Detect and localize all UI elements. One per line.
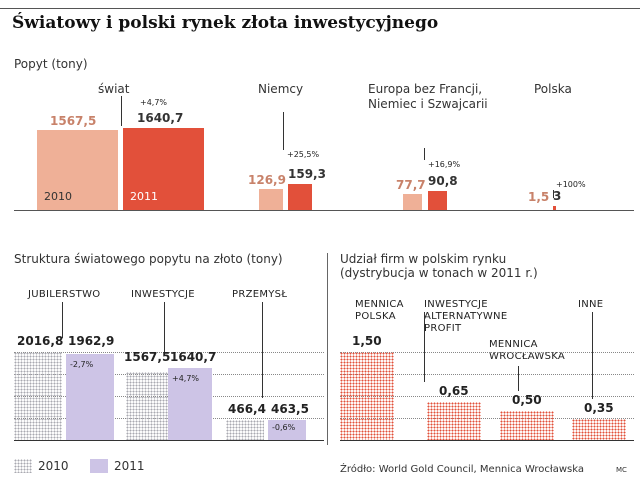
top-group-label-europe: Europa bez Francji, Niemiec i Szwajcarii: [368, 82, 488, 111]
top-value-2010: 126,9: [248, 173, 286, 187]
right-gridline: [340, 396, 634, 397]
top-change: +100%: [556, 180, 586, 189]
right-leader-line: [592, 312, 593, 400]
top-bar-2011: [288, 184, 312, 210]
top-leader-line: [283, 112, 284, 150]
right-bar: [340, 352, 394, 440]
left-cat-jewelry: JUBILERSTWO: [28, 289, 101, 300]
right-value: 1,50: [352, 334, 382, 348]
top-bar-2011: [553, 206, 556, 210]
left-bar-2010: [226, 419, 264, 440]
left-cat-industry: PRZEMYSŁ: [232, 289, 288, 300]
top-change: +16,9%: [428, 160, 461, 169]
top-group-label-poland: Polska: [534, 82, 572, 96]
left-change: -0,6%: [272, 423, 296, 432]
left-bar-2011: [66, 354, 114, 440]
left-value-2010: 466,4: [228, 401, 266, 416]
left-value-2011: 463,5: [271, 401, 309, 416]
year-label-2010: 2010: [44, 190, 72, 203]
top-change: +25,5%: [287, 150, 320, 159]
top-value-2010: 77,7: [396, 178, 426, 192]
left-leader-jewelry: [62, 302, 63, 338]
left-value-2011: 1640,7: [170, 350, 217, 365]
top-value-2011: 90,8: [428, 174, 458, 188]
left-cat-investment: INWESTYCJE: [131, 289, 195, 300]
left-bar-2010: [14, 352, 62, 440]
top-leader-line: [424, 148, 425, 160]
right-baseline: [340, 440, 634, 441]
right-gridline: [340, 374, 634, 375]
top-bar-2011: [428, 191, 447, 210]
page-title: Światowy i polski rynek złota inwestycyj…: [12, 13, 439, 33]
right-value: 0,65: [439, 383, 469, 398]
top-value-2010: 1,5: [528, 190, 550, 204]
year-label-2011: 2011: [130, 190, 158, 203]
left-bar-2010: [126, 371, 170, 440]
legend-label-2010: 2010: [38, 459, 69, 473]
left-subtitle: Struktura światowego popytu na złoto (to…: [14, 252, 283, 266]
right-gridline: [340, 352, 634, 353]
right-subtitle-1: Udział firm w polskim rynku: [340, 252, 507, 266]
top-rule: [0, 8, 640, 9]
top-leader-line: [121, 96, 122, 126]
top-bar-2010: [403, 194, 422, 210]
top-bar-2010: [259, 189, 283, 210]
right-leader-line: [518, 366, 519, 391]
top-bar-2010: [37, 130, 118, 210]
left-gridline: [14, 352, 324, 353]
right-value: 0,35: [584, 401, 614, 416]
left-baseline: [14, 440, 324, 441]
left-value-2010: 2016,8: [17, 334, 64, 348]
top-baseline: [14, 210, 634, 211]
top-value-2010: 1567,5: [50, 114, 97, 128]
legend-label-2011: 2011: [114, 459, 145, 473]
legend-swatch-2010: [14, 459, 32, 473]
right-bar: [427, 401, 481, 440]
top-leader-line: [553, 190, 554, 198]
right-cat-mennica-wroclawska: MENNICA WROCŁAWSKA: [489, 339, 566, 362]
right-cat-profit: INWESTYCJE ALTERNATYWNE PROFIT: [424, 299, 508, 334]
right-subtitle-2: (dystrybucja w tonach w 2011 r.): [340, 266, 538, 280]
top-value-2011: 3: [553, 189, 562, 203]
credit: MC: [616, 466, 627, 474]
top-bar-2011: [123, 128, 204, 210]
left-bar-2011: [268, 419, 306, 440]
top-group-label-world: świat: [98, 82, 130, 96]
left-value-2011: 1962,9: [68, 334, 115, 348]
right-cat-other: INNE: [578, 299, 604, 310]
top-change: +4,7%: [140, 98, 168, 107]
left-leader-investment: [164, 302, 165, 352]
right-gridline: [340, 418, 634, 419]
left-change: +4,7%: [172, 374, 200, 384]
top-value-2011: 159,3: [288, 167, 326, 181]
section-divider: [327, 253, 328, 445]
right-bar: [572, 419, 626, 440]
left-bar-2011: [168, 368, 212, 440]
left-leader-industry: [262, 302, 263, 398]
top-subtitle: Popyt (tony): [14, 57, 88, 71]
right-value: 0,50: [512, 392, 542, 407]
source-note: Źródło: World Gold Council, Mennica Wroc…: [340, 464, 584, 475]
right-bar: [500, 410, 554, 440]
left-change: -2,7%: [70, 360, 94, 370]
top-group-label-germany: Niemcy: [258, 82, 304, 96]
legend-swatch-2011: [90, 459, 108, 473]
left-value-2010: 1567,5: [124, 350, 171, 365]
right-cat-mennica-polska: MENNICA POLSKA: [355, 299, 404, 322]
top-value-2011: 1640,7: [137, 111, 184, 125]
right-leader-line: [424, 312, 425, 382]
